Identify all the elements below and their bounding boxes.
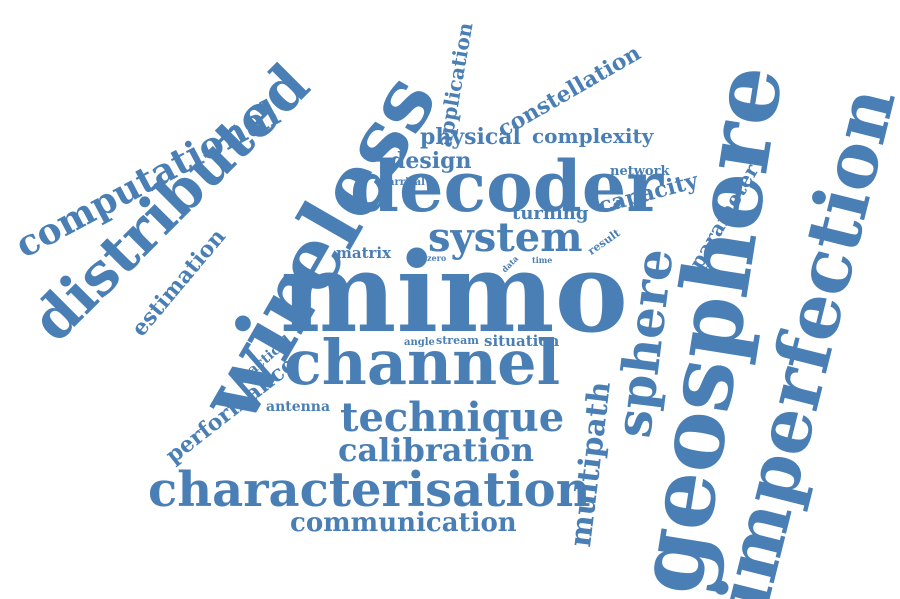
- word-characterisation: characterisation: [148, 462, 591, 518]
- word-arrival: arrival: [388, 177, 425, 188]
- word-angle: angle: [404, 337, 435, 348]
- word-network: network: [610, 164, 670, 179]
- word-technique: technique: [340, 394, 565, 441]
- word-complexity: complexity: [532, 124, 654, 148]
- word-communication: communication: [290, 508, 517, 538]
- word-time: time: [532, 255, 553, 265]
- word-matrix: matrix: [336, 244, 392, 262]
- word-physical: physical: [420, 124, 521, 150]
- word-turning: turning: [512, 203, 589, 224]
- word-calibration: calibration: [338, 431, 535, 469]
- word-stream: stream: [436, 334, 479, 347]
- word-mimo: mimo: [280, 228, 628, 357]
- word-design: design: [390, 148, 472, 174]
- word-system: system: [428, 214, 583, 261]
- word-channel: channel: [284, 326, 561, 399]
- word-situation: situation: [484, 332, 560, 350]
- word-zero: zero: [427, 253, 447, 263]
- word-antenna: antenna: [266, 399, 331, 415]
- word-decoder: decoder: [350, 145, 664, 228]
- word-multipath: multipath: [563, 379, 619, 549]
